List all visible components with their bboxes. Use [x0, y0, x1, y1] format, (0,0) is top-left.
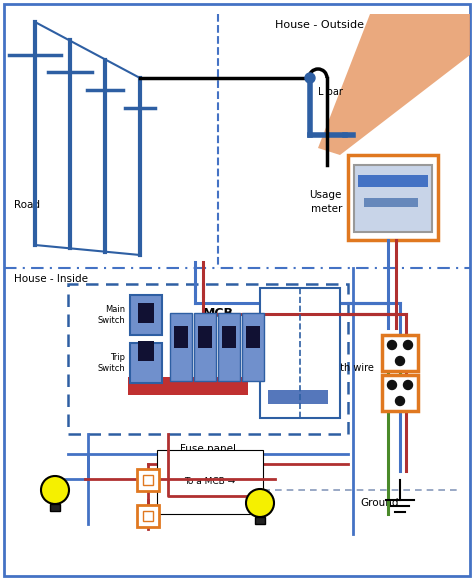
Circle shape [305, 73, 315, 83]
Circle shape [388, 340, 396, 350]
Circle shape [41, 476, 69, 504]
Bar [50, 504, 60, 511]
Text: Usage
meter: Usage meter [310, 190, 342, 213]
Bar [130, 343, 162, 383]
Bar [68, 284, 348, 434]
Circle shape [395, 357, 404, 365]
Text: Trip
Switch: Trip Switch [97, 353, 125, 373]
Circle shape [246, 489, 274, 517]
Bar [348, 155, 438, 240]
Bar [268, 390, 328, 404]
Bar [260, 288, 340, 418]
Bar [246, 326, 260, 348]
Bar [354, 165, 432, 232]
Text: To a MCB →: To a MCB → [184, 477, 236, 487]
Text: MCB: MCB [202, 307, 234, 320]
Text: Main
Switch: Main Switch [97, 305, 125, 325]
Bar [222, 326, 236, 348]
Text: Earth wire: Earth wire [324, 363, 374, 373]
Bar [130, 295, 162, 335]
Text: House - Inside: House - Inside [14, 274, 88, 284]
Bar [218, 313, 240, 381]
Text: Fuse panel: Fuse panel [180, 444, 236, 454]
Bar [194, 313, 216, 381]
Bar [170, 313, 192, 381]
Bar [255, 517, 265, 524]
Text: Road: Road [14, 200, 40, 210]
Bar [138, 341, 154, 361]
Bar [358, 175, 428, 187]
Bar [138, 303, 154, 323]
Circle shape [403, 380, 412, 390]
Bar [198, 326, 212, 348]
Bar [382, 375, 418, 411]
Text: L bar: L bar [318, 87, 343, 97]
Circle shape [388, 380, 396, 390]
Bar [382, 335, 418, 371]
Bar [174, 326, 188, 348]
Bar [143, 475, 153, 485]
Circle shape [403, 340, 412, 350]
Bar [242, 313, 264, 381]
Circle shape [395, 397, 404, 405]
Bar [143, 511, 153, 521]
Bar [137, 469, 159, 491]
Bar [364, 198, 418, 207]
Bar [128, 385, 248, 395]
Bar [137, 505, 159, 527]
Text: House - Outside: House - Outside [275, 20, 365, 30]
Text: Ground: Ground [361, 498, 399, 508]
Polygon shape [318, 14, 470, 155]
Bar [128, 377, 248, 385]
